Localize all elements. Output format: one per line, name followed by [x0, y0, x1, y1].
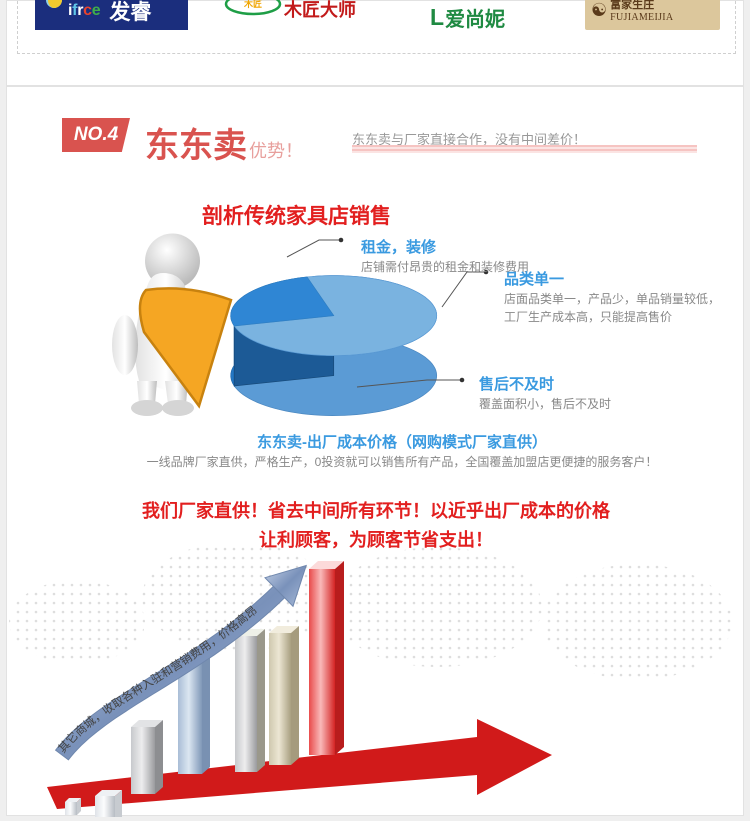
svg-text:木匠: 木匠 — [243, 0, 262, 9]
